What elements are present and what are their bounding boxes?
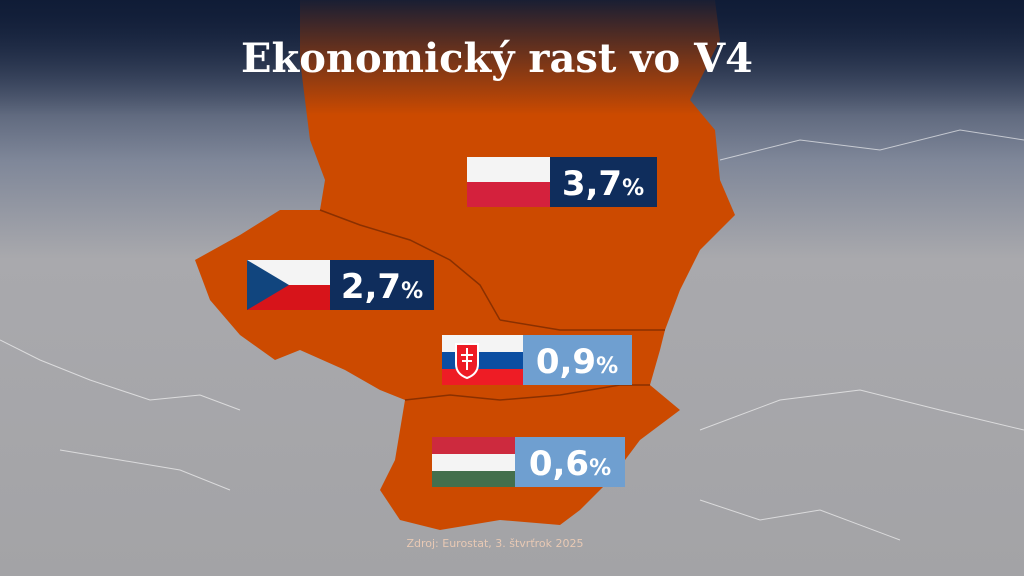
flag-red bbox=[432, 437, 515, 454]
flag-red bbox=[442, 369, 523, 385]
value-box bbox=[550, 157, 657, 207]
flag-cross bbox=[461, 348, 473, 370]
source: Zdroj: Eurostat, 3. štvrťrok 2025 bbox=[406, 537, 583, 550]
title: Ekonomický rast vo V4 bbox=[241, 35, 753, 82]
flag-red bbox=[467, 182, 550, 207]
value-text: 2,7% bbox=[341, 267, 423, 307]
hungary-label: 0,6% bbox=[432, 437, 625, 487]
slovakia-label: 0,9% bbox=[442, 335, 632, 385]
flag-white bbox=[467, 157, 550, 182]
flag-blue bbox=[442, 352, 523, 369]
flag-blue bbox=[247, 260, 289, 310]
flag-white bbox=[432, 454, 515, 471]
flag-white bbox=[442, 335, 523, 352]
czech-label: 2,7% bbox=[247, 260, 434, 310]
value-text: 0,6% bbox=[529, 444, 611, 484]
value-box bbox=[330, 260, 434, 310]
value-box bbox=[515, 437, 625, 487]
flag-green bbox=[432, 471, 515, 487]
value-box bbox=[523, 335, 632, 385]
poland-label: 3,7% bbox=[467, 157, 657, 207]
value-text: 3,7% bbox=[562, 164, 644, 204]
value-text: 0,9% bbox=[536, 342, 618, 382]
